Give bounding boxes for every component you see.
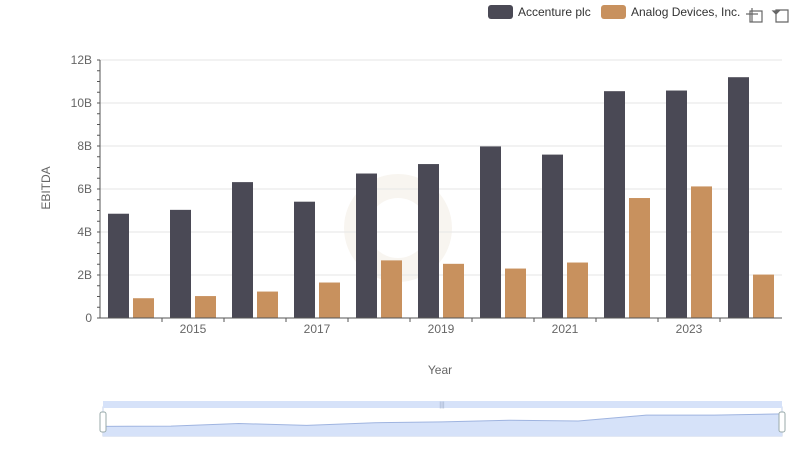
bar-accenture-2023[interactable] (666, 90, 687, 318)
y-tick-label: 2B (77, 268, 92, 282)
legend: Accenture plc Analog Devices, Inc. (488, 5, 740, 19)
zoom-preview-line (102, 413, 783, 427)
bar-analog-devices-2022[interactable] (629, 198, 650, 318)
legend-swatch (488, 5, 513, 19)
legend-item-accenture[interactable]: Accenture plc (488, 5, 591, 19)
bar-accenture-2021[interactable] (542, 154, 563, 318)
data-zoom-slider[interactable]: ||| (99, 401, 786, 437)
y-axis-title: EBITDA (39, 166, 53, 209)
zoom-move-handle[interactable] (103, 401, 782, 408)
bar-analog-devices-2017[interactable] (319, 282, 340, 318)
y-tick-label: 0 (85, 311, 92, 325)
y-tick-label: 6B (77, 182, 92, 196)
y-tick-label: 10B (71, 96, 92, 110)
restore-icon[interactable] (771, 9, 789, 23)
bar-analog-devices-2021[interactable] (567, 262, 588, 318)
zoom-icon[interactable] (746, 8, 763, 23)
legend-label: Analog Devices, Inc. (631, 5, 740, 19)
legend-label: Accenture plc (518, 5, 591, 19)
x-tick-label: 2015 (180, 322, 207, 336)
bar-accenture-2018[interactable] (356, 173, 377, 318)
x-tick-label: 2021 (552, 322, 579, 336)
legend-swatch (601, 5, 626, 19)
bar-accenture-2019[interactable] (418, 164, 439, 318)
bar-analog-devices-2015[interactable] (195, 296, 216, 318)
zoom-left-handle[interactable] (99, 411, 107, 433)
bar-accenture-2016[interactable] (232, 182, 253, 318)
bar-accenture-2022[interactable] (604, 91, 625, 318)
bar-analog-devices-2014[interactable] (133, 298, 154, 318)
bars (108, 77, 774, 318)
zoom-grip-icon: ||| (439, 402, 445, 409)
bar-accenture-2017[interactable] (294, 201, 315, 318)
bar-analog-devices-2016[interactable] (257, 291, 278, 318)
axes: 0 2B 4B 6B 8B 10B 12B 2015 2017 2019 2021 2023 (71, 53, 782, 336)
legend-item-analog-devices[interactable]: Analog Devices, Inc. (601, 5, 740, 19)
y-tick-label: 8B (77, 139, 92, 153)
zoom-right-handle[interactable] (778, 411, 786, 433)
bar-accenture-2020[interactable] (480, 146, 501, 318)
bar-analog-devices-2019[interactable] (443, 263, 464, 318)
bar-accenture-2015[interactable] (170, 209, 191, 318)
x-tick-label: 2023 (676, 322, 703, 336)
y-tick-label: 4B (77, 225, 92, 239)
bar-analog-devices-2023[interactable] (691, 186, 712, 318)
y-tick-label: 12B (71, 53, 92, 67)
bar-accenture-2014[interactable] (108, 213, 129, 318)
x-axis-title: Year (428, 363, 452, 377)
bar-analog-devices-2018[interactable] (381, 260, 402, 318)
bar-accenture-2024[interactable] (728, 77, 749, 318)
bar-analog-devices-2020[interactable] (505, 268, 526, 318)
zoom-preview-area (103, 413, 782, 436)
x-tick-label: 2019 (428, 322, 455, 336)
bar-analog-devices-2024[interactable] (753, 274, 774, 318)
x-tick-label: 2017 (304, 322, 331, 336)
